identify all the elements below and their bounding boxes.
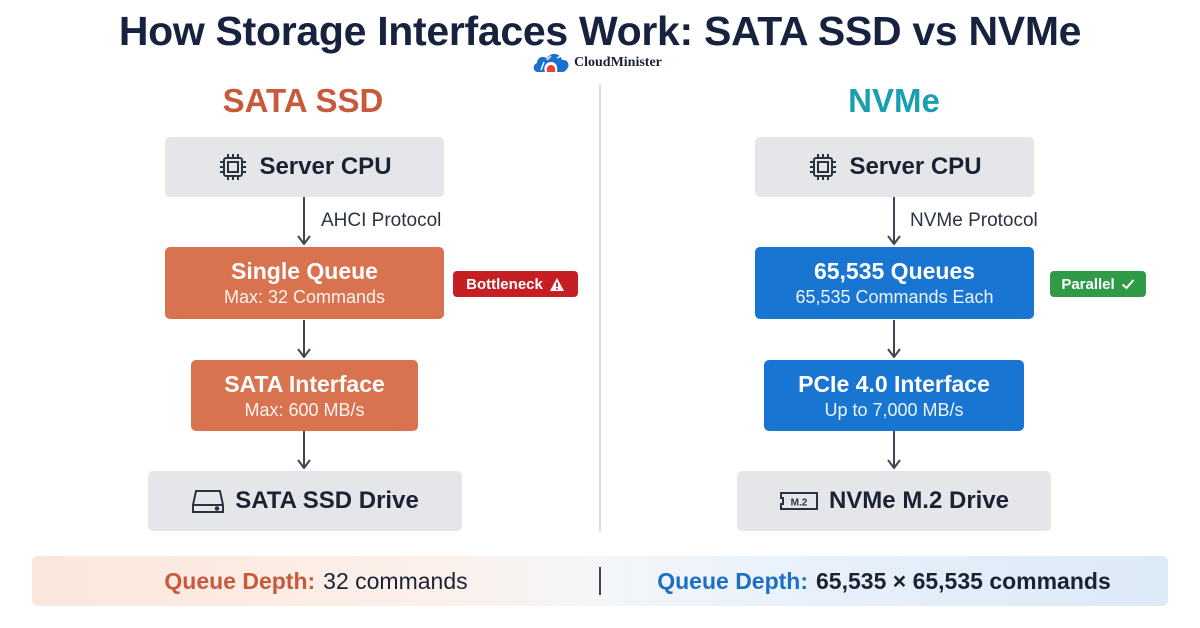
warning-icon [549, 277, 565, 292]
sata-queue-box: Single Queue Max: 32 Commands [165, 247, 444, 319]
footer-divider [599, 567, 601, 595]
m2-drive-icon: M.2 [779, 490, 819, 512]
parallel-badge: Parallel [1050, 271, 1146, 297]
sata-interface-sub: Max: 600 MB/s [244, 399, 365, 420]
nvme-protocol-label: NVMe Protocol [910, 210, 1038, 231]
nvme-interface-sub: Up to 7,000 MB/s [824, 399, 964, 420]
nvme-arrow-1 [886, 197, 902, 245]
nvme-drive-label: NVMe M.2 Drive [828, 487, 1010, 514]
bottleneck-badge: Bottleneck [453, 271, 578, 297]
sata-interface-box: SATA Interface Max: 600 MB/s [191, 360, 418, 431]
sata-queue-title: Single Queue [231, 258, 378, 284]
nvme-interface-title: PCIe 4.0 Interface [798, 370, 990, 397]
sata-arrow-3 [296, 431, 312, 469]
brand: CloudMinister [532, 48, 662, 78]
cpu-chip-icon [807, 151, 839, 183]
cloud-logo-icon [532, 48, 572, 78]
nvme-queue-sub: 65,535 Commands Each [795, 287, 994, 307]
m2-icon-text: M.2 [791, 498, 808, 509]
nvme-queue-box: 65,535 Queues 65,535 Commands Each [755, 247, 1034, 319]
parallel-label: Parallel [1061, 275, 1115, 293]
nvme-heading: NVMe [848, 82, 940, 119]
nvme-queue-depth-value: 65,535 × 65,535 commands [816, 567, 1111, 594]
sata-cpu-label: Server CPU [259, 153, 392, 180]
nvme-arrow-2 [886, 320, 902, 358]
sata-arrow-1 [296, 197, 312, 245]
nvme-cpu-box: Server CPU [755, 137, 1034, 197]
sata-queue-depth-value: 32 commands [323, 567, 468, 594]
sata-drive-box: SATA SSD Drive [148, 471, 462, 531]
nvme-queue-title: 65,535 Queues [813, 258, 976, 284]
brand-name: CloudMinister [574, 55, 662, 70]
sata-interface-title: SATA Interface [224, 370, 385, 397]
nvme-cpu-label: Server CPU [849, 153, 982, 180]
nvme-interface-box: PCIe 4.0 Interface Up to 7,000 MB/s [764, 360, 1024, 431]
nvme-arrow-3 [886, 431, 902, 469]
hard-drive-icon [191, 487, 225, 515]
sata-cpu-box: Server CPU [165, 137, 444, 197]
sata-heading: SATA SSD [222, 82, 384, 119]
sata-queue-sub: Max: 32 Commands [223, 287, 386, 307]
sata-arrow-2 [296, 320, 312, 358]
sata-protocol-label: AHCI Protocol [321, 210, 442, 231]
sata-queue-depth: Queue Depth: 32 commands [32, 556, 600, 606]
queue-depth-footer: Queue Depth: 32 commands Queue Depth: 65… [32, 556, 1168, 606]
sata-queue-depth-label: Queue Depth: [164, 567, 316, 594]
page-title: How Storage Interfaces Work: SATA SSD vs… [118, 8, 1082, 54]
sata-drive-label: SATA SSD Drive [235, 487, 419, 514]
nvme-drive-box: M.2 NVMe M.2 Drive [737, 471, 1051, 531]
nvme-queue-depth: Queue Depth: 65,535 × 65,535 commands [600, 556, 1168, 606]
nvme-queue-depth-label: Queue Depth: [657, 567, 809, 594]
checkmark-icon [1121, 278, 1135, 290]
center-divider [599, 84, 601, 532]
cpu-chip-icon [217, 151, 249, 183]
bottleneck-label: Bottleneck [466, 275, 543, 293]
